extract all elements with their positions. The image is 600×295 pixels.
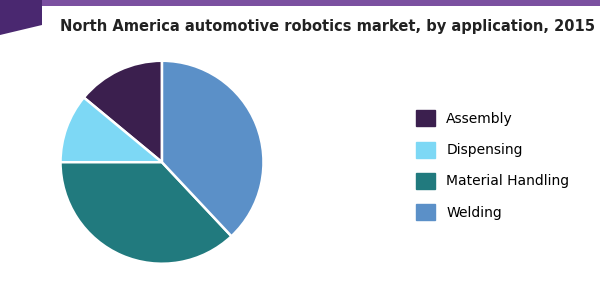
Wedge shape	[61, 162, 232, 264]
Wedge shape	[84, 61, 162, 162]
Text: North America automotive robotics market, by application, 2015 - 2025 (%): North America automotive robotics market…	[60, 19, 600, 34]
Bar	[42, 0, 600, 6]
Wedge shape	[162, 61, 263, 236]
Polygon shape	[0, 0, 42, 35]
Legend: Assembly, Dispensing, Material Handling, Welding: Assembly, Dispensing, Material Handling,…	[410, 105, 575, 226]
Wedge shape	[61, 98, 162, 162]
